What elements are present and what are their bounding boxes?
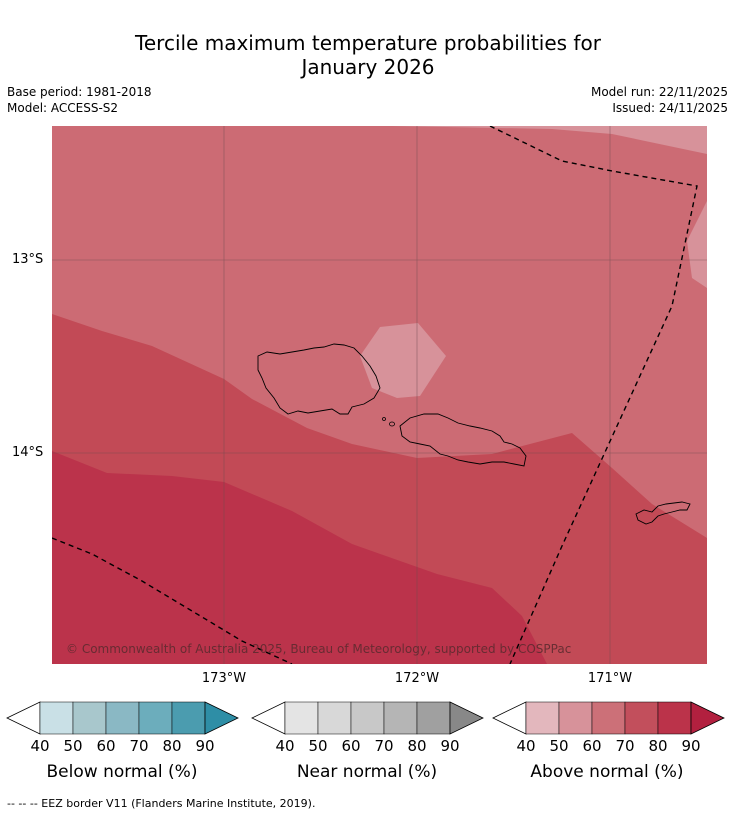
- colorbar-tick-label: 70: [129, 737, 148, 755]
- lon-label-173w: 173°W: [201, 671, 247, 686]
- eez-border: [51, 125, 698, 665]
- copyright-text: © Commonwealth of Australia 2025, Bureau…: [66, 642, 571, 656]
- colorbar-left-extend: [251, 701, 286, 735]
- colorbar-tick-label: 60: [96, 737, 115, 755]
- colorbar-tick-label: 80: [162, 737, 181, 755]
- colorbar-segment: [39, 701, 74, 735]
- colorbar-tick-label: 80: [407, 737, 426, 755]
- colorbar-segment: [657, 701, 692, 735]
- savaii-island: [257, 343, 381, 415]
- map-svg: © Commonwealth of Australia 2025, Bureau…: [51, 125, 707, 665]
- colorbar-right-extend: [449, 701, 484, 735]
- colorbar-tick-label: 40: [30, 737, 49, 755]
- colorbar-tick-label: 50: [308, 737, 327, 755]
- colorbar-tick-label: 90: [681, 737, 700, 755]
- colorbar-1: 40 50 60 70 80 90: [251, 701, 484, 755]
- lon-label-172w: 172°W: [394, 671, 440, 686]
- colorbar-tick-label: 60: [341, 737, 360, 755]
- colorbar-tick-label: 40: [516, 737, 535, 755]
- region-50-60-east: [687, 201, 707, 288]
- colorbar-tick-label: 90: [195, 737, 214, 755]
- lat-label-14s: 14°S: [12, 445, 44, 460]
- region-50-60-center: [360, 323, 446, 398]
- colorbar-segment: [350, 701, 385, 735]
- upolu-island: [399, 413, 527, 467]
- lat-label-13s: 13°S: [12, 252, 44, 267]
- model-name: Model: ACCESS-S2: [7, 101, 119, 115]
- colorbar-segment: [72, 701, 107, 735]
- colorbar-segment: [284, 701, 319, 735]
- colorbar-0: 40 50 60 70 80 90: [6, 701, 239, 755]
- colorbar-tick-label: 80: [648, 737, 667, 755]
- colorbar-label-below: Below normal (%): [46, 762, 198, 782]
- graticule: [52, 126, 707, 664]
- colorbar-2: 40 50 60 70 80 90: [492, 701, 725, 755]
- colorbar-segment: [525, 701, 560, 735]
- base-period: Base period: 1981-2018: [7, 85, 152, 99]
- region-80-90: [52, 451, 547, 664]
- colorbar-label-above: Above normal (%): [530, 762, 684, 782]
- colorbar-left-extend: [6, 701, 41, 735]
- colorbar-right-extend: [204, 701, 239, 735]
- colorbar-tick-label: 60: [582, 737, 601, 755]
- colorbar-tick-label: 40: [275, 737, 294, 755]
- islet: [389, 421, 395, 427]
- colorbar-right-extend: [690, 701, 725, 735]
- region-50-60-top: [392, 126, 707, 154]
- colorbar-segment: [591, 701, 626, 735]
- lon-label-171w: 171°W: [587, 671, 633, 686]
- colorbar-segment: [624, 701, 659, 735]
- colorbars: 40 50 60 70 80 90 40 50 60 70 80 90 40 50 60 70 80 90: [6, 701, 725, 755]
- meta-right: Model run: 22/11/2025 Issued: 24/11/2025: [591, 84, 728, 116]
- colorbar-tick-label: 50: [549, 737, 568, 755]
- colorbar-left-extend: [492, 701, 527, 735]
- colorbar-segment: [383, 701, 418, 735]
- meta-left: Base period: 1981-2018 Model: ACCESS-S2: [7, 84, 152, 116]
- colorbar-label-near: Near normal (%): [296, 762, 438, 782]
- title-line-1: Tercile maximum temperature probabilitie…: [135, 31, 601, 55]
- colorbar-segment: [138, 701, 173, 735]
- eez-footer-note: -- -- -- EEZ border V11 (Flanders Marine…: [7, 797, 316, 810]
- title-line-2: January 2026: [301, 55, 435, 79]
- colorbar-segment: [416, 701, 451, 735]
- colorbar-tick-label: 70: [374, 737, 393, 755]
- colorbar-tick-label: 70: [615, 737, 634, 755]
- model-run: Model run: 22/11/2025: [590, 85, 728, 99]
- colorbar-segment: [558, 701, 593, 735]
- map-panel: © Commonwealth of Australia 2025, Bureau…: [51, 125, 707, 665]
- islet: [382, 417, 386, 421]
- colorbar-tick-label: 50: [63, 737, 82, 755]
- colorbar-segment: [317, 701, 352, 735]
- map-title: Tercile maximum temperature probabilitie…: [0, 31, 736, 79]
- colorbar-tick-label: 90: [440, 737, 459, 755]
- colorbar-segment: [171, 701, 206, 735]
- tutuila-island: [635, 501, 691, 525]
- issued-date: Issued: 24/11/2025: [612, 101, 728, 115]
- colorbar-segment: [105, 701, 140, 735]
